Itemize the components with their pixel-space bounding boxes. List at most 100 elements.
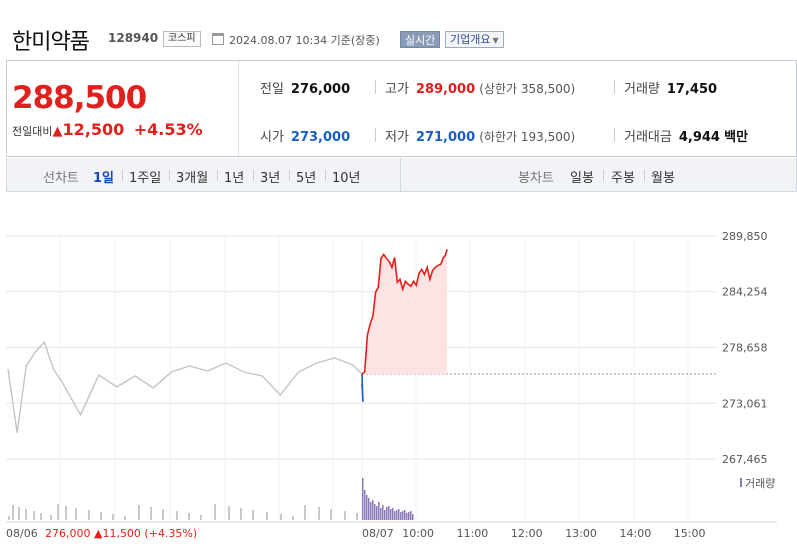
volume-bar: [378, 502, 380, 520]
volume-bar: [364, 490, 366, 520]
volume-bar: [406, 513, 408, 520]
volume-bar: [65, 506, 67, 520]
volume-bar: [124, 516, 126, 520]
divider: [603, 170, 604, 181]
tab-daily-candle[interactable]: 일봉: [570, 171, 594, 186]
change-value: 12,500: [62, 120, 125, 139]
chart-tab-bar: 선차트 1일 1주일 3개월 1년 3년 5년 10년 봉차트 일봉 주봉 월봉: [6, 158, 797, 192]
stat-value: 4,944: [678, 130, 720, 145]
divider: [400, 158, 401, 191]
stat-value: 289,000: [415, 82, 476, 97]
volume-bar: [402, 511, 404, 520]
volume-bar: [150, 507, 152, 520]
volume-bar: [318, 507, 320, 520]
change-row: 전일대비▲12,500 +4.53%: [12, 120, 203, 139]
chevron-down-icon: ▼: [492, 36, 499, 45]
volume-bar: [50, 515, 52, 520]
candle-chart-label: 봉차트: [518, 171, 554, 186]
stat-prev-close: 전일 276,000: [260, 78, 350, 97]
divider: [289, 170, 290, 181]
volume-bar: [18, 507, 20, 520]
stat-label: 전일: [260, 82, 284, 97]
volume-bar: [380, 508, 382, 520]
volume-bar: [408, 512, 410, 520]
volume-bar: [362, 478, 364, 520]
x-tick-label: 15:00: [674, 527, 706, 540]
divider: [122, 170, 123, 181]
today-date-label: 08/07: [362, 527, 394, 540]
volume-bar: [392, 508, 394, 520]
stat-label: 거래대금: [624, 130, 672, 145]
change-label: 전일대비: [12, 125, 53, 138]
volume-bar: [366, 495, 368, 520]
company-overview-button[interactable]: 기업개요 ▼: [445, 31, 504, 48]
stat-label: 고가: [385, 82, 409, 97]
tab-3months[interactable]: 3개월: [176, 171, 209, 186]
realtime-button[interactable]: 실시간: [400, 31, 441, 48]
volume-bar: [370, 502, 372, 520]
volume-bar: [112, 514, 114, 520]
divider: [614, 128, 615, 142]
y-tick-label: 267,465: [722, 453, 768, 466]
volume-bar: [388, 506, 390, 520]
divider: [644, 170, 645, 181]
tab-3years[interactable]: 3년: [260, 171, 281, 186]
x-tick-label: 11:00: [457, 527, 489, 540]
volume-bar: [344, 511, 346, 520]
price-summary: 288,500 전일대비▲12,500 +4.53% 전일 276,000 고가 2…: [6, 60, 797, 157]
x-tick-label: 10:00: [402, 527, 434, 540]
x-tick-label: 12:00: [511, 527, 543, 540]
volume-bar: [266, 512, 268, 520]
stat-high: 고가 289,000 (상한가 358,500): [385, 78, 575, 97]
tab-1week[interactable]: 1주일: [129, 171, 162, 186]
change-percent: +4.53%: [133, 120, 203, 139]
volume-bar: [8, 516, 10, 520]
y-tick-label: 278,658: [722, 341, 768, 354]
volume-bar: [376, 506, 378, 520]
volume-bar: [100, 512, 102, 520]
volume-bar: [75, 508, 77, 520]
volume-legend-icon: [740, 478, 742, 487]
volume-bar: [382, 505, 384, 520]
stat-low: 저가 271,000 (하한가 193,500): [385, 126, 575, 145]
tab-1day[interactable]: 1일: [93, 171, 115, 186]
prev-day-series-line: [7, 340, 363, 433]
volume-bar: [368, 498, 370, 520]
volume-bar: [162, 509, 164, 520]
current-price: 288,500: [12, 80, 147, 116]
x-tick-label: 14:00: [620, 527, 652, 540]
stat-value: 271,000: [415, 130, 476, 145]
stat-value: 17,450: [666, 82, 718, 97]
divider: [614, 80, 615, 94]
tab-monthly-candle[interactable]: 월봉: [651, 171, 675, 186]
tab-10years[interactable]: 10년: [332, 171, 361, 186]
tab-weekly-candle[interactable]: 주봉: [611, 171, 635, 186]
divider: [375, 80, 376, 94]
tab-1year[interactable]: 1년: [224, 171, 245, 186]
stat-amount: 거래대금 4,944 백만: [624, 126, 748, 145]
stat-volume: 거래량 17,450: [624, 78, 717, 97]
tab-5years[interactable]: 5년: [296, 171, 317, 186]
volume-bar: [176, 511, 178, 520]
divider: [325, 170, 326, 181]
prev-day-date-label: 08/06: [6, 527, 38, 540]
volume-bar: [252, 510, 254, 520]
volume-bar: [88, 510, 90, 520]
volume-bar: [386, 507, 388, 520]
volume-bar: [396, 510, 398, 520]
volume-bar: [228, 506, 230, 520]
volume-bar: [12, 505, 14, 520]
up-arrow-icon: ▲: [52, 124, 63, 139]
volume-bar: [400, 512, 402, 520]
amount-unit: 백만: [724, 130, 749, 145]
volume-bar: [200, 515, 202, 520]
volume-bar: [57, 504, 59, 520]
volume-bar: [394, 511, 396, 520]
prev-day-caption: 276,000 ▲11,500 (+4.35%): [45, 527, 197, 540]
volume-bar: [25, 509, 27, 520]
stat-open: 시가 273,000: [260, 126, 350, 145]
volume-bar: [398, 509, 400, 520]
company-overview-label: 기업개요: [450, 33, 491, 46]
market-badge: 코스피: [163, 31, 201, 47]
